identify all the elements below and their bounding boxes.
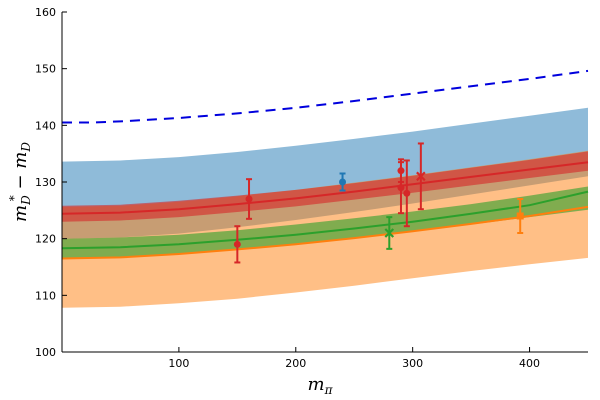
data-point-4 xyxy=(397,161,405,215)
x-axis-label: mπ xyxy=(308,374,334,397)
y-tick-label: 100 xyxy=(35,346,56,359)
y-tick-label: 130 xyxy=(35,176,56,189)
series-line-1 xyxy=(61,190,589,250)
data-point-2 xyxy=(245,178,253,220)
series-line-0 xyxy=(61,161,589,215)
data-point-7 xyxy=(384,216,395,250)
y-tick-label: 120 xyxy=(35,233,56,246)
marker-square xyxy=(516,212,524,220)
x-tick-label: 300 xyxy=(402,357,423,370)
y-tick-label: 150 xyxy=(35,63,56,76)
svg-text:mD* − mD: mD* − mD xyxy=(7,142,33,222)
y-tick-label: 110 xyxy=(35,289,56,302)
plot-area xyxy=(61,69,589,308)
marker-cross xyxy=(384,228,395,238)
x-tick-label: 400 xyxy=(519,357,540,370)
marker-circle xyxy=(233,240,241,248)
y-axis: 100 110 120 130 140 150 160 xyxy=(35,6,67,359)
x-tick-label: 100 xyxy=(168,357,189,370)
band-2 xyxy=(62,151,588,222)
data-point-5 xyxy=(403,159,411,228)
marker-circle xyxy=(339,178,347,186)
data-point-0 xyxy=(339,172,347,192)
y-tick-label: 160 xyxy=(35,6,56,19)
marker-circle xyxy=(397,184,405,192)
data-point-6 xyxy=(416,142,426,211)
x-axis: 100 200 300 400 xyxy=(62,347,588,370)
marker-circle xyxy=(245,195,253,203)
data-point-1 xyxy=(233,225,241,264)
y-tick-label: 140 xyxy=(35,119,56,132)
series-line-3 xyxy=(62,69,589,124)
band-3 xyxy=(62,186,588,258)
series-line-2 xyxy=(61,205,589,260)
y-axis-label: mD* − mD xyxy=(7,142,33,222)
marker-cross xyxy=(416,171,426,182)
data-point-8 xyxy=(516,198,524,234)
x-tick-label: 200 xyxy=(285,357,306,370)
marker-circle xyxy=(403,189,411,197)
